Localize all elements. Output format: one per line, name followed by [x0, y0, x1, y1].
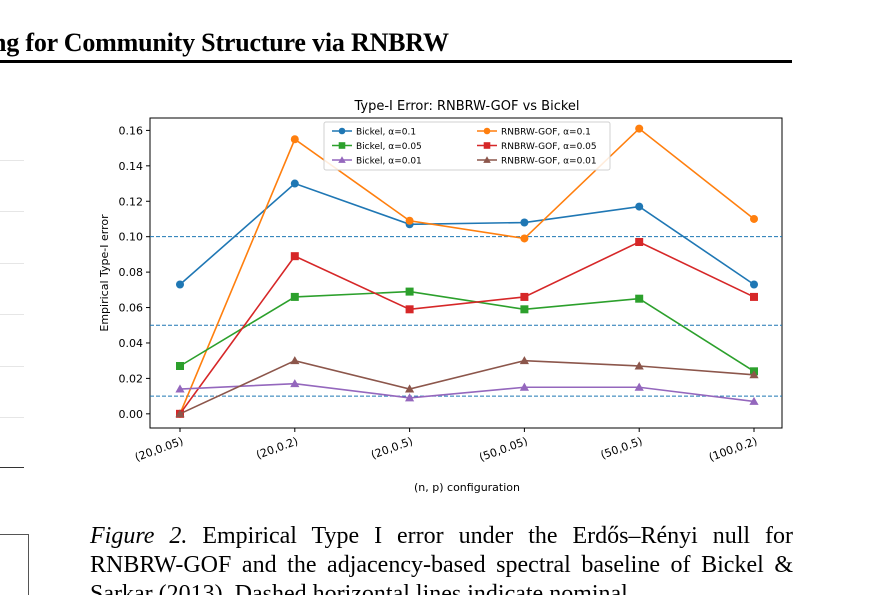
x-axis-label: (n, p) configuration: [414, 481, 520, 494]
y-tick-label: 0.06: [119, 302, 144, 315]
y-axis-label: Empirical Type-I error: [98, 214, 111, 332]
y-tick-label: 0.00: [119, 408, 144, 421]
x-tick-label: (20,0.2): [254, 435, 299, 462]
legend: Bickel, α=0.1 RNBRW-GOF, α=0.1 Bickel, α=0…: [323, 121, 611, 171]
y-tick-label: 0.12: [119, 195, 144, 208]
left-column-rule: [0, 467, 24, 468]
y-tick-label: 0.02: [119, 372, 144, 385]
x-tick-label: (100,0.2): [707, 435, 759, 465]
x-tick-label: (20,0.05): [133, 435, 185, 465]
data-point: [290, 135, 299, 144]
data-point: [405, 384, 415, 393]
series-line: [179, 382, 755, 403]
data-point: [520, 292, 529, 301]
figure-caption: Figure 2. Empirical Type I error under t…: [90, 522, 793, 595]
legend-label: RNBRW-GOF, α=0.01: [501, 157, 597, 167]
data-point: [483, 156, 491, 163]
x-tick-label: (50,0.5): [599, 435, 644, 462]
left-column-line: [0, 160, 24, 161]
x-tick-label: (50,0.05): [477, 435, 529, 465]
series-bickel-0-01: [175, 379, 759, 405]
legend-label: Bickel, α=0.1: [356, 128, 416, 138]
data-point: [635, 238, 644, 246]
y-tick-label: 0.10: [119, 231, 144, 244]
left-column-line: [0, 314, 24, 315]
data-point: [750, 280, 758, 289]
data-point: [338, 127, 346, 135]
data-point: [176, 280, 184, 289]
data-point: [338, 142, 346, 149]
data-point: [483, 142, 491, 149]
data-point: [634, 382, 644, 391]
y-tick-label: 0.14: [119, 160, 144, 173]
data-point: [519, 382, 529, 391]
left-column-line: [0, 211, 24, 212]
data-point: [290, 292, 299, 301]
data-point: [749, 396, 759, 405]
y-tick-label: 0.08: [119, 266, 144, 279]
y-tick-label: 0.04: [119, 337, 144, 350]
series-line: [179, 127, 755, 415]
chart-title: Type-I Error: RNBRW-GOF vs Bickel: [353, 99, 579, 114]
data-point: [519, 356, 529, 365]
left-column-line: [0, 263, 24, 264]
data-point: [405, 393, 415, 402]
left-column-line: [0, 366, 24, 367]
data-point: [635, 294, 644, 303]
y-axis: 0.00 0.02 0.04 0.06 0.08 0.10 0.12 0.14 0.16: [119, 124, 150, 421]
series-line: [179, 182, 755, 286]
data-point: [176, 362, 184, 370]
data-point: [290, 179, 299, 188]
data-point: [290, 252, 299, 261]
data-point: [290, 379, 300, 388]
data-point: [750, 214, 758, 223]
series-line: [179, 359, 755, 415]
data-point: [520, 305, 529, 314]
data-point: [520, 234, 529, 243]
left-column-box: [0, 534, 29, 595]
caption-text: Empirical Type I error under the Erdős–R…: [90, 523, 793, 595]
left-column-line: [0, 417, 24, 418]
data-point: [405, 287, 414, 296]
data-point: [338, 156, 346, 163]
legend-label: RNBRW-GOF, α=0.1: [501, 128, 591, 138]
data-point: [405, 216, 414, 225]
data-point: [483, 127, 491, 135]
series-rnbrw-gof-0-01: [175, 356, 759, 418]
data-point: [750, 292, 758, 301]
data-point: [635, 124, 644, 133]
reference-lines: [150, 236, 782, 397]
legend-label: Bickel, α=0.05: [356, 142, 422, 152]
figure-label: Figure 2.: [90, 523, 188, 549]
data-point: [635, 202, 644, 211]
data-point: [175, 384, 185, 393]
series-layer: [175, 124, 759, 418]
x-axis: (20,0.05) (20,0.2) (20,0.5) (50,0.05) (50,0.…: [133, 428, 759, 464]
data-point: [634, 361, 644, 370]
data-point: [520, 218, 529, 227]
data-point: [405, 305, 414, 314]
running-header: ng for Community Structure via RNBRW: [0, 28, 449, 57]
x-tick-label: (20,0.5): [369, 435, 414, 462]
series-line: [179, 241, 755, 415]
series-bickel-0-1: [176, 179, 758, 289]
figure-chart: Type-I Error: RNBRW-GOF vs Bickel 0.000.…: [98, 99, 783, 494]
y-tick-label: 0.16: [119, 124, 144, 137]
data-point: [749, 370, 759, 379]
header-rule: [0, 60, 792, 63]
plot-frame: [149, 117, 783, 429]
series-rnbrw-gof-0-1: [176, 124, 758, 418]
legend-label: Bickel, α=0.01: [356, 157, 422, 167]
legend-label: RNBRW-GOF, α=0.05: [501, 142, 597, 152]
data-point: [290, 356, 300, 365]
data-point: [175, 409, 185, 418]
series-line: [179, 290, 755, 372]
legend-box: [323, 121, 611, 171]
